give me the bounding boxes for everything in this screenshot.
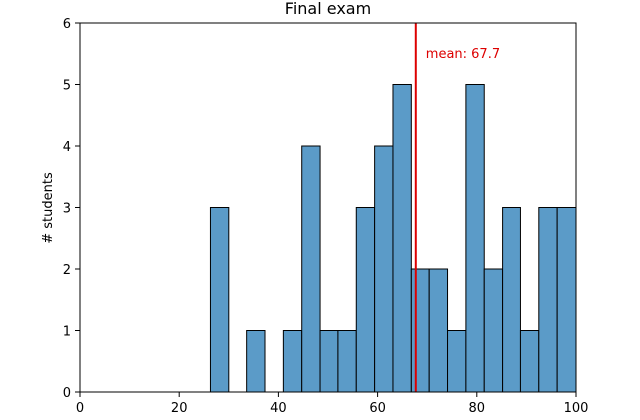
y-axis-label: # students bbox=[41, 172, 56, 244]
x-tick-label-60: 60 bbox=[369, 401, 386, 416]
histogram-bar-16 bbox=[502, 207, 521, 393]
histogram-bar-4 bbox=[282, 330, 303, 393]
y-tick-label-1: 1 bbox=[63, 325, 71, 340]
x-tick-label-40: 40 bbox=[270, 401, 287, 416]
histogram-bar-15 bbox=[483, 268, 504, 393]
mean-label: mean: 67.7 bbox=[426, 47, 500, 62]
x-tick-label-0: 0 bbox=[76, 401, 84, 416]
histogram-bar-10 bbox=[392, 84, 412, 393]
histogram-bar-8 bbox=[355, 207, 376, 393]
y-tick-label-2: 2 bbox=[63, 263, 71, 278]
histogram-bar-5 bbox=[301, 145, 321, 393]
y-tick-label-4: 4 bbox=[63, 140, 71, 155]
x-tick-label-20: 20 bbox=[171, 401, 188, 416]
y-tick-label-6: 6 bbox=[63, 17, 71, 32]
histogram-bar-2 bbox=[246, 330, 266, 393]
histogram-bar-17 bbox=[519, 330, 540, 393]
histogram-bar-14 bbox=[465, 84, 485, 393]
histogram-bar-9 bbox=[374, 145, 394, 393]
y-tick-label-5: 5 bbox=[63, 79, 71, 94]
histogram-bar-18 bbox=[538, 207, 558, 393]
bars-group bbox=[209, 84, 577, 393]
ticks-group: 0 20 40 60 80 100 0 1 2 3 4 5 6 bbox=[63, 17, 589, 416]
y-tick-label-0: 0 bbox=[63, 386, 71, 401]
histogram-bar-11 bbox=[410, 268, 430, 393]
x-tick-label-80: 80 bbox=[469, 401, 486, 416]
mean-group: mean: 67.7 bbox=[414, 23, 500, 392]
histogram-bar-13 bbox=[447, 330, 467, 393]
chart-title: Final exam bbox=[285, 0, 371, 18]
histogram-bar-6 bbox=[319, 330, 339, 393]
histogram-bar-12 bbox=[428, 268, 449, 393]
plot-frame bbox=[79, 22, 577, 393]
histogram-bar-0 bbox=[209, 207, 230, 393]
histogram-bar-7 bbox=[337, 330, 357, 393]
x-tick-label-100: 100 bbox=[564, 401, 589, 416]
y-tick-label-3: 3 bbox=[63, 202, 71, 217]
histogram-bar-19 bbox=[556, 207, 577, 393]
